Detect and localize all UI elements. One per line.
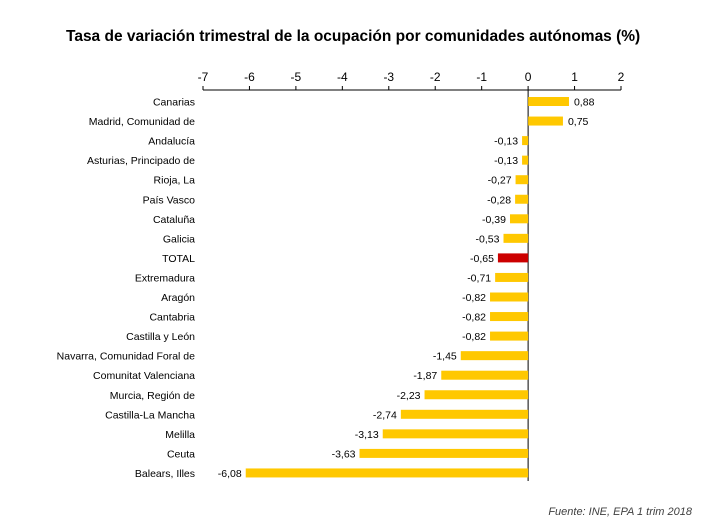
- value-label: -0,39: [482, 214, 506, 226]
- value-label: -0,65: [470, 253, 494, 265]
- category-label: Comunitat Valenciana: [93, 370, 195, 382]
- value-label: -3,63: [332, 448, 356, 460]
- value-label: -0,28: [487, 194, 511, 206]
- value-label: -0,71: [467, 272, 491, 284]
- category-label: Balears, Illes: [135, 468, 195, 480]
- x-tick-label: 1: [571, 70, 578, 84]
- x-tick-label: 0: [525, 70, 532, 84]
- bar: [528, 97, 569, 106]
- category-label: Andalucía: [148, 136, 195, 148]
- value-label: -1,45: [433, 351, 457, 363]
- x-tick-label: -6: [244, 70, 255, 84]
- x-tick-label: -7: [198, 70, 209, 84]
- value-label: -2,23: [397, 390, 421, 402]
- bar: [522, 136, 529, 146]
- value-label: -0,13: [494, 136, 518, 148]
- category-label: Melilla: [165, 429, 195, 441]
- bar: [460, 351, 529, 361]
- bar: [497, 253, 529, 263]
- bar: [382, 429, 529, 439]
- bar: [490, 292, 529, 302]
- value-label: -0,82: [462, 312, 486, 324]
- category-label: Cataluña: [153, 214, 195, 226]
- bar: [515, 194, 529, 204]
- bars: [245, 97, 569, 478]
- value-label: -3,13: [355, 429, 379, 441]
- category-label: Madrid, Comunidad de: [89, 116, 195, 128]
- category-label: Cantabria: [149, 312, 195, 324]
- x-axis: -7 -6 -5 -4 -3 -2 -1 0 1 2: [198, 70, 625, 481]
- bar: [424, 390, 529, 400]
- category-label: Canarias: [153, 97, 195, 109]
- bar: [495, 272, 529, 282]
- value-label: -2,74: [373, 409, 397, 421]
- category-label: Extremadura: [135, 272, 195, 284]
- value-label: -0,13: [494, 155, 518, 167]
- source-note: Fuente: INE, EPA 1 trim 2018: [548, 506, 692, 518]
- category-label: Ceuta: [167, 448, 195, 460]
- value-label: 0,88: [574, 97, 595, 109]
- x-tick-label: -5: [291, 70, 302, 84]
- bar: [245, 468, 529, 478]
- bar: [400, 409, 529, 419]
- bar: [522, 155, 529, 165]
- value-label: -0,27: [488, 175, 512, 187]
- value-label: -6,08: [218, 468, 242, 480]
- category-label: Rioja, La: [154, 175, 196, 187]
- bar: [515, 175, 529, 185]
- category-label: Navarra, Comunidad Foral de: [57, 351, 195, 363]
- x-tick-label: -2: [430, 70, 441, 84]
- bar: [503, 233, 529, 243]
- bar: [490, 331, 529, 341]
- bar: [441, 370, 529, 380]
- category-label: TOTAL: [162, 253, 195, 265]
- value-label: -1,87: [413, 370, 437, 382]
- category-label: Murcia, Región de: [110, 390, 195, 402]
- category-label: País Vasco: [143, 194, 195, 206]
- x-tick-label: -4: [337, 70, 348, 84]
- category-label: Galicia: [163, 233, 195, 245]
- labels: Canarias 0,88 Madrid, Comunidad de 0,75 Anda…: [57, 97, 595, 480]
- x-tick-label: -1: [476, 70, 487, 84]
- bar: [359, 448, 529, 458]
- category-label: Castilla-La Mancha: [105, 409, 195, 421]
- category-label: Aragón: [161, 292, 195, 304]
- chart-title: Tasa de variación trimestral de la ocupa…: [66, 28, 641, 45]
- value-label: 0,75: [568, 116, 589, 128]
- category-label: Castilla y León: [126, 331, 195, 343]
- value-label: -0,53: [476, 233, 500, 245]
- value-label: -0,82: [462, 292, 486, 304]
- x-tick-label: 2: [618, 70, 625, 84]
- value-label: -0,82: [462, 331, 486, 343]
- x-tick-label: -3: [383, 70, 394, 84]
- bar: [490, 312, 529, 322]
- bar: [528, 116, 563, 126]
- category-label: Asturias, Principado de: [87, 155, 195, 167]
- bar: [509, 214, 529, 224]
